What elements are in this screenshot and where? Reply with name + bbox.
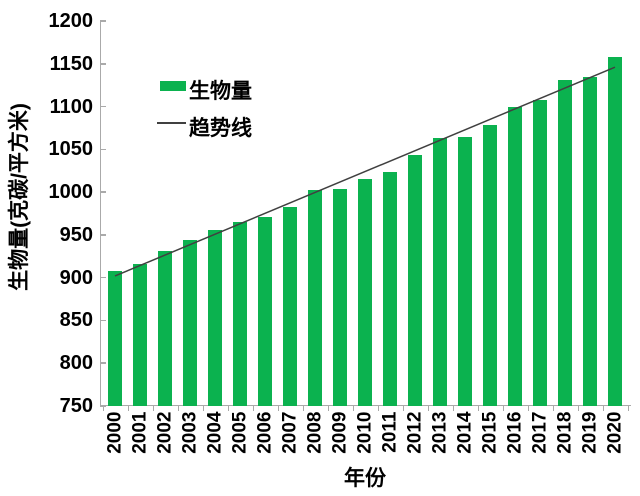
x-label-2001: 2001 [129,411,151,454]
y-tick-mark-850 [100,319,106,322]
x-label-2004: 2004 [204,411,226,454]
x-label-2005: 2005 [229,411,251,454]
bar-2001 [133,263,147,406]
bar-2015 [483,124,497,406]
x-tick-mark-3 [177,406,179,411]
x-tick-mark-8 [302,406,304,411]
bar-2016 [508,106,522,406]
x-label-2013: 2013 [429,411,451,454]
bar-2004 [208,229,222,406]
y-tick-mark-800 [100,362,106,364]
legend-bar-swatch [160,81,186,91]
y-tick-mark-1000 [100,191,106,193]
x-label-2015: 2015 [479,411,501,454]
bar-2008 [308,190,322,406]
legend-label-biomass: 生物量 [189,80,252,103]
x-tick-mark-16 [502,406,504,411]
bar-2019 [583,76,597,406]
bar-2017 [533,99,547,406]
x-tick-mark-4 [202,406,204,411]
x-label-2019: 2019 [579,411,601,454]
bar-2005 [233,222,247,406]
bar-2012 [408,155,422,406]
x-label-2016: 2016 [504,411,526,454]
y-tick-label-850: 850 [59,309,93,332]
x-label-2017: 2017 [529,411,551,454]
y-tick-mark-900 [100,276,106,279]
x-label-2009: 2009 [329,411,351,454]
x-tick-mark-10 [352,406,354,411]
x-tick-mark-7 [277,406,279,411]
y-tick-mark-1150 [100,63,106,65]
bar-2020 [608,56,622,406]
x-label-2006: 2006 [254,411,276,454]
y-tick-label-900: 900 [59,266,93,289]
x-tick-mark-1 [127,406,129,411]
x-tick-mark-15 [477,406,479,411]
y-tick-mark-950 [100,234,106,236]
bar-2013 [433,138,447,406]
x-label-2012: 2012 [404,411,426,454]
x-tick-mark-5 [227,406,229,411]
y-tick-mark-1100 [100,105,106,108]
x-tick-mark-6 [252,406,254,411]
legend-line-swatch [157,122,186,124]
y-tick-label-950: 950 [59,223,93,246]
x-tick-mark-14 [452,406,454,411]
x-tick-mark-0 [102,406,104,411]
y-tick-label-1000: 1000 [48,181,94,204]
bar-2000 [108,270,122,406]
x-tick-mark-18 [552,406,554,411]
y-tick-label-750: 750 [59,395,93,417]
x-label-2011: 2011 [379,411,401,453]
x-tick-mark-13 [427,406,429,411]
x-tick-mark-12 [402,406,404,411]
x-label-2000: 2000 [104,411,126,454]
x-tick-mark-21 [627,406,629,411]
x-label-2007: 2007 [279,411,301,454]
x-axis-title: 年份 [344,467,386,490]
x-label-2002: 2002 [154,411,176,454]
bar-2014 [458,136,472,406]
x-tick-mark-11 [377,406,379,411]
x-label-2003: 2003 [179,411,201,454]
x-tick-mark-19 [577,406,579,411]
y-tick-label-1200: 1200 [48,10,94,32]
y-tick-label-1100: 1100 [49,95,93,118]
x-label-2020: 2020 [604,411,626,454]
bar-2018 [558,80,572,406]
y-tick-mark-1050 [100,148,106,151]
y-tick-label-800: 800 [59,352,93,375]
x-label-2014: 2014 [454,411,476,454]
x-label-2008: 2008 [304,411,326,454]
x-tick-mark-9 [327,406,329,411]
bar-2006 [258,216,272,406]
bar-2007 [283,206,297,406]
x-label-2018: 2018 [554,411,576,454]
x-tick-mark-17 [527,406,529,411]
bar-2002 [158,251,172,406]
bar-2003 [183,240,197,406]
y-tick-mark-1200 [100,20,106,22]
x-tick-mark-2 [152,406,154,411]
x-tick-mark-20 [602,406,604,411]
bar-2009 [333,188,347,406]
x-label-2010: 2010 [354,411,376,454]
y-tick-label-1150: 1150 [49,52,93,75]
bar-2010 [358,179,372,406]
bar-2011 [383,172,397,406]
y-tick-label-1050: 1050 [48,138,94,161]
legend-label-trendline: 趋势线 [189,117,252,140]
